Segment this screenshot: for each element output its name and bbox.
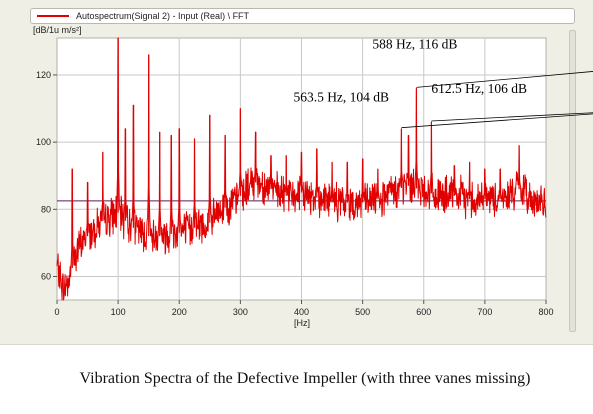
annotations: 588 Hz, 116 dB 563.5 Hz, 104 dB 612.5 Hz, … [293, 36, 593, 129]
legend: Autospectrum(Signal 2) - Input (Real) \ … [30, 8, 575, 24]
annotation-leader [401, 113, 593, 129]
y-tick-label: 100 [36, 137, 51, 147]
x-tick-label: 0 [54, 307, 59, 317]
series-line [56, 37, 547, 301]
x-tick-label: 600 [416, 307, 431, 317]
y-axis-label: [dB/1u m/s²] [33, 25, 82, 35]
annotation-label: 588 Hz, 116 dB [372, 36, 457, 51]
y-tick-label: 120 [36, 70, 51, 80]
chart-panel: Autospectrum(Signal 2) - Input (Real) \ … [0, 0, 593, 345]
x-tick-label: 300 [233, 307, 248, 317]
x-axis-label: [Hz] [294, 318, 310, 328]
spectrum-chart: 0 100 200 300 400 500 600 700 800 60 80 100 120 588 … [33, 25, 593, 328]
annotation-leader [431, 112, 593, 122]
legend-label: Autospectrum(Signal 2) - Input (Real) \ … [76, 11, 250, 21]
x-tick-label: 500 [355, 307, 370, 317]
legend-swatch [37, 15, 69, 17]
x-tick-label: 100 [111, 307, 126, 317]
annotation-leader [416, 71, 593, 88]
ticks: 0 100 200 300 400 500 600 700 800 60 80 100 120 [36, 70, 554, 317]
x-tick-label: 800 [538, 307, 553, 317]
annotation-label: 612.5 Hz, 106 dB [431, 81, 527, 96]
x-tick-label: 200 [172, 307, 187, 317]
x-tick-label: 400 [294, 307, 309, 317]
y-tick-label: 80 [41, 204, 51, 214]
y-tick-label: 60 [41, 271, 51, 281]
annotation-label: 563.5 Hz, 104 dB [293, 90, 389, 105]
figure-caption: Vibration Spectra of the Defective Impel… [79, 370, 531, 387]
x-tick-label: 700 [477, 307, 492, 317]
vertical-scrollbar[interactable] [569, 30, 576, 332]
series-group [56, 37, 547, 301]
